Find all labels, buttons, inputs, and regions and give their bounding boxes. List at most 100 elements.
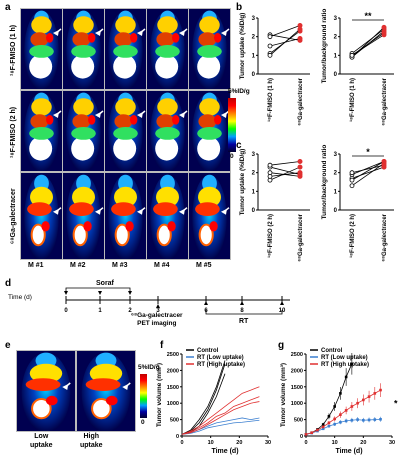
soraf-arrow [128, 291, 132, 295]
x-tick-label: 30 [265, 440, 271, 446]
point-pre [349, 52, 355, 58]
timeline-imaging-label: ⁶⁸Ga-galectracer PET imaging [131, 312, 183, 327]
colorbar-a-min: 0 [230, 153, 234, 160]
y-tick-label: 3 [334, 152, 338, 158]
x-category-label: ¹⁸F-FMISO (2 h) [349, 214, 356, 258]
y-tick-label: 3 [252, 16, 256, 22]
pet-image-r1-m5 [188, 8, 231, 90]
pet-image-r3-m4 [146, 172, 189, 260]
series-line [181, 360, 226, 435]
y-axis-label: Tumor uptake (%ID/g) [239, 13, 246, 80]
legend-label: RT (Low uptake) [197, 355, 244, 361]
soraf-arrow [98, 291, 102, 295]
pet-image-r2-m2 [62, 90, 105, 172]
rt-arrow [280, 301, 284, 305]
x-tick-label: 10 [208, 440, 214, 446]
row-label-fmiso-2h: ¹⁸F-FMISO (2 h) [10, 106, 17, 158]
timeline-tick-label: 2 [128, 308, 132, 314]
pair-line [351, 28, 385, 54]
pair-line [351, 27, 385, 58]
y-tick-label: 0 [300, 434, 303, 440]
series-line [181, 396, 260, 435]
y-tick-label: 3 [334, 16, 338, 22]
y-tick-label: 0 [334, 208, 338, 214]
panel-label-f: f [160, 340, 164, 351]
pair-line [351, 166, 385, 179]
y-tick-label: 0 [334, 72, 338, 78]
y-axis-label: Tumor volume (mm³) [280, 363, 287, 427]
pair-line [269, 25, 301, 38]
point-pre [267, 43, 273, 49]
pair-line [351, 32, 385, 56]
x-tick-label: 10 [332, 440, 338, 446]
y-tick-label: 2000 [291, 368, 303, 374]
y-tick-label: 1500 [167, 385, 179, 391]
pair-line [351, 161, 385, 181]
point-pre [349, 177, 355, 183]
y-tick-label: 3 [252, 152, 256, 158]
point-post [297, 164, 303, 170]
panels-f-g-charts: 0 500 1000 1500 2000 2500 0 10 20 30 Tumor volume … [156, 348, 398, 455]
series-line [181, 419, 260, 435]
timeline-rt-label: RT [239, 318, 249, 325]
pet-image-r1-m3 [104, 8, 147, 90]
mouse-label-1: M #1 [28, 262, 44, 269]
legend-label: RT (High uptake) [321, 362, 369, 368]
y-tick-label: 2 [334, 171, 338, 177]
legend-label: Control [197, 348, 219, 354]
x-axis-label: Time (d) [335, 448, 362, 455]
pet-image-r3-m2 [62, 172, 105, 260]
legend-label: RT (Low uptake) [321, 355, 368, 361]
timeline-tick-label: 8 [240, 308, 244, 314]
pair-line [351, 163, 385, 187]
row-label-fmiso-1h: ¹⁸F-FMISO (1 h) [10, 24, 17, 76]
point-post [297, 173, 303, 179]
y-tick-label: 2000 [167, 368, 179, 374]
colorbar-e-min: 0 [141, 419, 145, 426]
y-tick-label: 1000 [167, 401, 179, 407]
pet-image-r3-m1 [20, 172, 63, 260]
y-tick-label: 1 [252, 189, 256, 195]
y-tick-label: 2500 [291, 352, 303, 358]
colorbar-a [228, 98, 236, 152]
point-post [297, 37, 303, 43]
significance: * [394, 398, 398, 408]
soraf-arrow [64, 291, 68, 295]
x-axis-label: Time (d) [211, 448, 238, 455]
row-label-galectracer: ⁶⁸Ga-galectracer [10, 188, 17, 244]
pet-image-r1-m2 [62, 8, 105, 90]
panel-label-g: g [278, 340, 285, 351]
point-pre [267, 162, 273, 168]
pair-line [269, 161, 301, 166]
panel-e-label-low: Low uptake [30, 433, 53, 449]
soraf-bracket [65, 287, 131, 292]
y-tick-label: 1 [252, 53, 256, 59]
panel-label-e: e [5, 340, 11, 351]
pet-image-r2-m1 [20, 90, 63, 172]
point-post [297, 22, 303, 28]
panel-label-b: b [236, 2, 243, 13]
point-pre [349, 183, 355, 189]
chart-g: 0 500 1000 1500 2000 2500 0 10 20 30 Tumor volume … [280, 348, 398, 455]
mouse-label-5: M #5 [196, 262, 212, 269]
timeline-tick-label: 1 [98, 308, 102, 314]
legend-label: Control [321, 348, 343, 354]
y-axis-label: Tumor/background ratio [321, 145, 328, 220]
y-tick-label: 1500 [291, 385, 303, 391]
x-tick-label: 0 [304, 440, 307, 446]
y-tick-label: 1 [334, 53, 338, 59]
pet-image-r1-m4 [146, 8, 189, 90]
y-tick-label: 500 [294, 418, 303, 424]
y-tick-label: 2 [334, 35, 338, 41]
point-post [297, 158, 303, 164]
x-category-label: ⁶⁸Ga-galectracer [298, 77, 304, 125]
x-tick-label: 20 [360, 440, 366, 446]
chart-c-left: 0 1 2 3 Tumor uptake (%ID/g) ¹⁸F-FMISO (2 h) ⁶… [239, 149, 310, 262]
panels-b-c-charts: 0 1 2 3 Tumor uptake (%ID/g) ¹⁸F-FMISO (1 h) ⁶… [239, 9, 394, 262]
x-category-label: ⁶⁸Ga-galectracer [298, 213, 304, 261]
panel-e-image-high [76, 350, 136, 432]
point-post [381, 158, 387, 164]
x-category-label: ⁶⁸Ga-galectracer [382, 213, 388, 261]
point-pre [349, 170, 355, 176]
rt-arrow [204, 301, 208, 305]
